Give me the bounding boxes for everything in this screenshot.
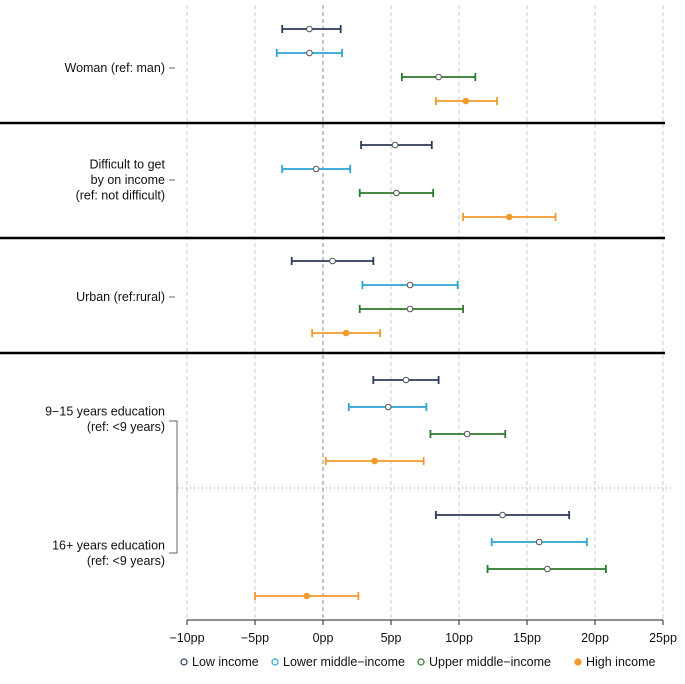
errorbar-upper-middle-income [358,189,435,197]
point-estimate [462,97,470,105]
errorbar-low-income [372,376,440,384]
education-bracket-layer [169,420,178,554]
group-label: Difficult to get [89,158,165,172]
group-label: (ref: not difficult) [76,189,165,203]
point-estimate [535,538,543,546]
errorbar-high-income [254,592,360,600]
point-estimate [506,213,513,221]
point-estimate [342,329,350,337]
group-separator-layer [0,121,672,489]
x-tick-label: 10pp [445,631,473,645]
errorbar-upper-middle-income [486,565,607,573]
x-axis: −10pp −5pp 0pp 5pp 10pp 15pp 20pp 25pp [169,619,677,645]
legend: Low income Lower middle−income Upper middl… [180,655,656,669]
errorbar-lower-middle-income [361,281,459,289]
x-tick-label: 20pp [581,631,609,645]
errorbar-upper-middle-income [358,305,464,313]
legend-marker [271,658,279,666]
x-tick-label: −10pp [169,631,204,645]
x-tick-label: 0pp [313,631,334,645]
point-estimate [499,511,506,519]
point-estimate [463,430,471,438]
legend-label: Lower middle−income [283,655,405,669]
errorbar-high-income [462,213,557,221]
legend-label: Low income [192,655,259,669]
errorbar-upper-middle-income [429,430,507,438]
errorbar-high-income [434,97,498,105]
errorbar-low-income [281,25,342,33]
point-estimate [402,376,410,384]
point-estimate [544,565,551,573]
point-estimate [312,165,320,173]
legend-label: High income [586,655,656,669]
x-tick-label: −5pp [241,631,269,645]
group-label: by on income [91,173,165,187]
errorbar-low-income [290,257,375,265]
point-estimate [384,403,392,411]
point-estimate [435,73,442,81]
point-estimate [306,25,313,33]
errorbar-lower-middle-income [347,403,428,411]
errorbar-lower-middle-income [490,538,588,546]
errorbar-high-income [311,329,382,337]
point-estimate [303,592,310,600]
errorbar-lower-middle-income [275,49,343,57]
point-estimate [393,189,400,197]
point-estimate [371,457,378,465]
errorbar-high-income [324,457,425,465]
point-estimate [406,305,414,313]
x-tick-label: 25pp [649,631,677,645]
legend-marker [417,658,425,666]
group-label: 9−15 years education [45,404,165,418]
errorbar-low-income [360,141,433,149]
legend-marker [574,658,582,666]
group-label: Woman (ref: man) [65,61,166,75]
x-tick-label: 5pp [381,631,402,645]
group-label: 16+ years education [52,538,165,552]
legend-marker [180,658,188,666]
group-label: Urban (ref:rural) [76,290,165,304]
x-tick-label: 15pp [513,631,541,645]
point-estimate [406,281,414,289]
errorbar-low-income [434,511,571,519]
grid-layer [186,5,664,620]
legend-label: Upper middle−income [429,655,551,669]
point-estimate [306,49,313,57]
group-label: (ref: <9 years) [87,420,165,434]
point-estimate [391,141,399,149]
point-estimate [329,257,336,265]
errorbar-lower-middle-income [281,165,352,173]
group-label: (ref: <9 years) [87,554,165,568]
errorbar-upper-middle-income [400,73,477,81]
marks-layer [254,25,607,600]
education-bracket [169,420,178,554]
